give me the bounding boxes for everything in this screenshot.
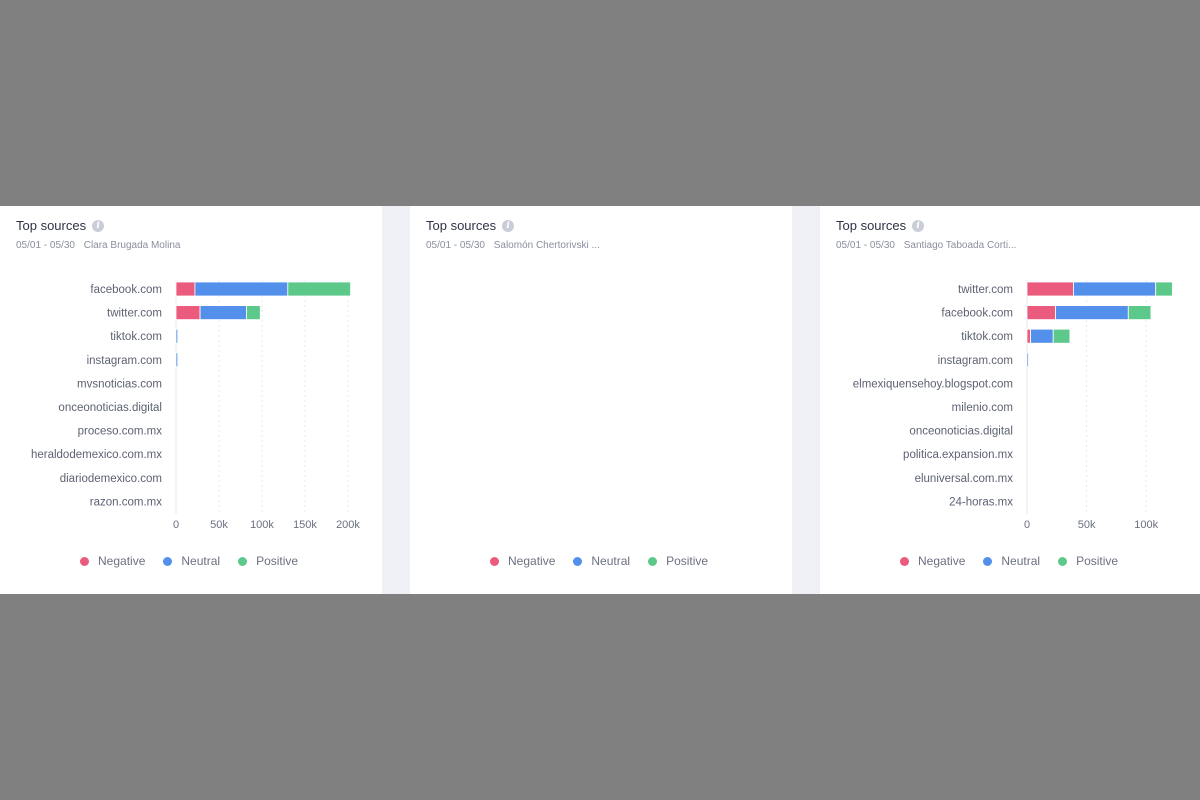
- legend-label: Negative: [918, 554, 966, 568]
- x-tick-label: 0: [173, 519, 179, 531]
- legend-label: Positive: [1076, 554, 1119, 568]
- x-tick-label: 50k: [1078, 519, 1096, 531]
- panel-header: Top sources i 05/01 - 05/30 Santiago Tab…: [836, 218, 1016, 251]
- category-label: twitter.com: [107, 308, 162, 320]
- bar-segment-neutral[interactable]: [1026, 352, 1029, 368]
- legend-item-negative[interactable]: Negative: [490, 554, 555, 568]
- bar-segment-neutral[interactable]: [1030, 328, 1054, 344]
- category-label: razon.com.mx: [90, 496, 162, 508]
- category-label: facebook.com: [90, 284, 162, 296]
- person-name: Salomón Chertorivski ...: [493, 240, 600, 251]
- legend-item-positive[interactable]: Positive: [238, 554, 298, 568]
- bar-segment-positive[interactable]: [246, 305, 261, 320]
- bar-segment-negative[interactable]: [1026, 305, 1057, 320]
- legend-item-neutral[interactable]: Neutral: [573, 554, 630, 568]
- x-tick-label: 150k: [293, 519, 317, 531]
- panel-title: Top sources: [16, 218, 87, 233]
- bar-segment-negative[interactable]: [1026, 281, 1074, 297]
- category-label: onceonoticias.digital: [909, 426, 1013, 438]
- bar-segment-neutral[interactable]: [1055, 305, 1129, 320]
- panel-header: Top sources i 05/01 - 05/30 Salomón Cher…: [426, 218, 600, 251]
- date-range: 05/01 - 05/30: [836, 240, 895, 251]
- x-tick-label: 0: [1024, 519, 1030, 531]
- chart-legend: Negative Neutral Positive: [80, 554, 316, 568]
- legend-dot-negative: [80, 556, 89, 566]
- legend-dot-negative: [490, 556, 499, 566]
- panel-title: Top sources: [426, 218, 497, 233]
- legend-item-neutral[interactable]: Neutral: [163, 554, 220, 568]
- chart-legend: Negative Neutral Positive: [490, 554, 726, 568]
- bar-segment-positive[interactable]: [287, 281, 351, 297]
- category-label: tiktok.com: [110, 331, 162, 343]
- legend-label: Negative: [508, 554, 556, 568]
- category-label: heraldodemexico.com.mx: [31, 449, 162, 461]
- bar-segment-positive[interactable]: [1155, 281, 1173, 297]
- category-label: tiktok.com: [961, 331, 1013, 343]
- info-icon[interactable]: i: [92, 219, 105, 232]
- category-label: onceonoticias.digital: [58, 402, 162, 414]
- top-sources-panel-clara: Top sources i 05/01 - 05/30 Clara Brugad…: [0, 206, 382, 594]
- bar-segment-neutral[interactable]: [199, 305, 247, 320]
- legend-item-negative[interactable]: Negative: [80, 554, 145, 568]
- category-label: proceso.com.mx: [78, 426, 163, 438]
- bar-segment-positive[interactable]: [1052, 328, 1071, 344]
- info-icon[interactable]: i: [912, 219, 925, 232]
- info-icon[interactable]: i: [502, 219, 515, 232]
- panel-header: Top sources i 05/01 - 05/30 Clara Brugad…: [16, 218, 180, 251]
- x-tick-label: 50k: [210, 519, 228, 531]
- bar-segment-negative[interactable]: [1026, 328, 1031, 344]
- stacked-bar-chart: 0 50k 100k 150k 200k facebook.com twitter.com t…: [31, 280, 360, 531]
- top-sources-panel-salomon: Top sources i 05/01 - 05/30 Salomón Cher…: [410, 206, 792, 594]
- legend-dot-positive: [238, 556, 248, 566]
- bar-segment-neutral[interactable]: [175, 328, 179, 344]
- x-tick-label: 100k: [1134, 519, 1158, 531]
- legend-label: Positive: [256, 554, 299, 568]
- category-label: 24-horas.mx: [949, 496, 1013, 508]
- legend-dot-positive: [1058, 556, 1068, 566]
- bar-segment-neutral[interactable]: [1073, 281, 1157, 297]
- stacked-bar-chart: 010k20k30k40kfacebook.comtwitter.cominst…: [410, 206, 792, 594]
- stacked-bar-chart: 0 50k 100k twitter.com facebook.com tiktok.co…: [853, 280, 1173, 531]
- legend-item-negative[interactable]: Negative: [900, 554, 965, 568]
- bar-segment-positive[interactable]: [1127, 305, 1152, 320]
- legend-item-positive[interactable]: Positive: [648, 554, 708, 568]
- person-name: Santiago Taboada Corti...: [903, 240, 1017, 251]
- chart-legend: Negative Neutral Positive: [900, 554, 1136, 568]
- category-label: politica.expansion.mx: [903, 449, 1013, 461]
- legend-dot-neutral: [573, 556, 583, 566]
- panel-title: Top sources: [836, 218, 907, 233]
- x-tick-label: 100k: [250, 519, 274, 531]
- category-label: milenio.com: [952, 402, 1013, 414]
- top-sources-panel-santiago: Top sources i 05/01 - 05/30 Santiago Tab…: [820, 206, 1200, 594]
- date-range: 05/01 - 05/30: [16, 240, 75, 251]
- legend-dot-negative: [900, 556, 909, 566]
- legend-item-positive[interactable]: Positive: [1058, 554, 1118, 568]
- legend-label: Neutral: [1001, 554, 1041, 568]
- category-label: twitter.com: [958, 284, 1013, 296]
- category-label: diariodemexico.com: [60, 473, 162, 485]
- x-tick-label: 200k: [336, 519, 360, 531]
- bar-segment-neutral[interactable]: [194, 281, 289, 297]
- category-label: elmexiquensehoy.blogspot.com: [853, 378, 1013, 390]
- category-label: instagram.com: [87, 355, 162, 367]
- bar-segment-negative[interactable]: [175, 281, 196, 297]
- legend-label: Negative: [98, 554, 146, 568]
- legend-label: Positive: [666, 554, 709, 568]
- legend-dot-positive: [648, 556, 658, 566]
- legend-dot-neutral: [163, 556, 173, 566]
- legend-item-neutral[interactable]: Neutral: [983, 554, 1040, 568]
- person-name: Clara Brugada Molina: [83, 240, 181, 251]
- bar-segment-negative[interactable]: [175, 305, 201, 320]
- category-label: facebook.com: [941, 308, 1013, 320]
- category-label: instagram.com: [938, 355, 1013, 367]
- bar-segment-neutral[interactable]: [175, 352, 179, 368]
- date-range: 05/01 - 05/30: [426, 240, 485, 251]
- category-label: mvsnoticias.com: [77, 378, 162, 390]
- category-label: eluniversal.com.mx: [915, 473, 1014, 485]
- legend-label: Neutral: [181, 554, 221, 568]
- legend-label: Neutral: [591, 554, 631, 568]
- legend-dot-neutral: [983, 556, 993, 566]
